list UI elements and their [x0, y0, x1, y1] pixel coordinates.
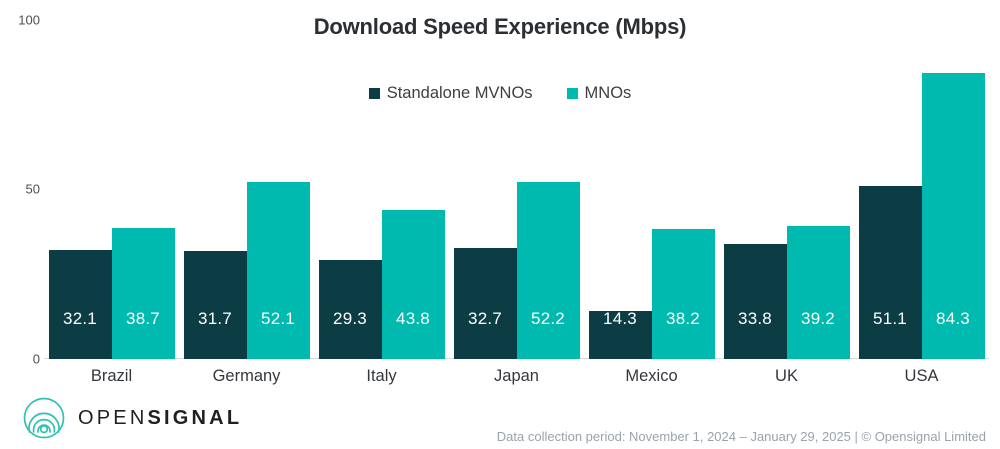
- bar-value-label: 32.7: [468, 309, 502, 328]
- logo-word-signal: SIGNAL: [147, 406, 243, 429]
- bar-value-label: 38.7: [126, 309, 160, 328]
- opensignal-waves-icon: [23, 397, 65, 439]
- bar[interactable]: 39.2: [786, 226, 850, 359]
- legend-swatch-mnos: [566, 88, 578, 99]
- bar[interactable]: 43.8: [381, 210, 445, 359]
- bar[interactable]: 31.7: [183, 251, 247, 359]
- x-axis-category-label: Germany: [212, 367, 281, 385]
- y-axis-tick-100: 100: [18, 12, 40, 28]
- legend-item-standalone-mvnos[interactable]: Standalone MVNOs: [368, 84, 533, 103]
- legend-swatch-standalone-mvnos: [368, 88, 380, 99]
- page-title: Download Speed Experience (Mbps): [313, 14, 687, 39]
- bar-group-bars: 32.1 38.7: [48, 19, 175, 359]
- legend-item-mnos[interactable]: MNOs: [566, 84, 632, 103]
- bar-value-label: 52.1: [261, 309, 295, 328]
- y-axis: 0 50 100: [0, 12, 40, 366]
- bar[interactable]: 52.1: [246, 182, 310, 359]
- bar[interactable]: 38.7: [111, 227, 175, 359]
- bar-group: 14.3 38.2 Mexico: [588, 19, 715, 385]
- bar-value-label: 33.8: [738, 309, 772, 328]
- bar-group: 51.1 84.3 USA: [858, 19, 985, 385]
- bar-value-label: 51.1: [873, 309, 907, 328]
- x-axis-category-label: Mexico: [625, 367, 678, 385]
- bar[interactable]: 29.3: [318, 259, 382, 359]
- opensignal-logo[interactable]: OPENSIGNAL: [22, 396, 242, 440]
- bar[interactable]: 51.1: [858, 185, 922, 359]
- bar[interactable]: 33.8: [723, 244, 787, 359]
- bar-group: 33.8 39.2 UK: [723, 19, 850, 385]
- bar-group-bars: 31.7 52.1: [183, 19, 310, 359]
- footer-divider: [0, 389, 1000, 390]
- bar[interactable]: 84.3: [921, 73, 985, 359]
- x-axis-category-label: Brazil: [90, 367, 133, 385]
- bar-group: 31.7 52.1 Germany: [183, 19, 310, 385]
- y-axis-tick-0: 0: [32, 351, 40, 367]
- bar[interactable]: 14.3: [588, 309, 652, 359]
- bar-value-label: 38.2: [666, 309, 700, 328]
- y-axis-tick-50: 50: [25, 181, 40, 197]
- bar-value-label: 29.3: [333, 309, 367, 328]
- bar[interactable]: 32.1: [48, 250, 112, 359]
- plot-area: 32.1 38.7 Brazil 31.7 52.1 Germany 29.3 43.8 Ita…: [44, 19, 989, 385]
- bar-group-bars: 33.8 39.2: [723, 19, 850, 359]
- bar-value-label: 31.7: [198, 309, 232, 328]
- bar-value-label: 84.3: [936, 309, 970, 328]
- logo-word-open: OPEN: [78, 406, 148, 429]
- bar-group-bars: 51.1 84.3: [858, 19, 985, 359]
- chart-legend: Standalone MVNOs MNOs: [0, 84, 1000, 103]
- bar-group-bars: 14.3 38.2: [588, 19, 715, 359]
- bar-value-label: 39.2: [801, 309, 835, 328]
- bar[interactable]: 38.2: [651, 229, 715, 359]
- x-axis-category-label: Japan: [494, 367, 539, 385]
- x-axis-category-label: UK: [775, 367, 798, 385]
- legend-label-mnos: MNOs: [584, 84, 632, 102]
- data-collection-note: Data collection period: November 1, 2024…: [496, 429, 986, 444]
- logo-wordmark: OPENSIGNAL: [78, 407, 242, 430]
- x-axis-category-label: USA: [904, 367, 939, 385]
- bar-value-label: 43.8: [396, 309, 430, 328]
- bar-value-label: 52.2: [531, 309, 565, 328]
- bar-value-label: 14.3: [603, 309, 637, 328]
- bar-group: 32.1 38.7 Brazil: [48, 19, 175, 385]
- bar-value-label: 32.1: [63, 309, 97, 328]
- bar[interactable]: 52.2: [516, 181, 580, 359]
- x-axis-category-label: Italy: [366, 367, 397, 385]
- bar-group: 29.3 43.8 Italy: [318, 19, 445, 385]
- bar[interactable]: 32.7: [453, 248, 517, 359]
- legend-label-standalone-mvnos: Standalone MVNOs: [386, 84, 533, 102]
- bar-group-bars: 29.3 43.8: [318, 19, 445, 359]
- bar-group-bars: 32.7 52.2: [453, 19, 580, 359]
- bar-group: 32.7 52.2 Japan: [453, 19, 580, 385]
